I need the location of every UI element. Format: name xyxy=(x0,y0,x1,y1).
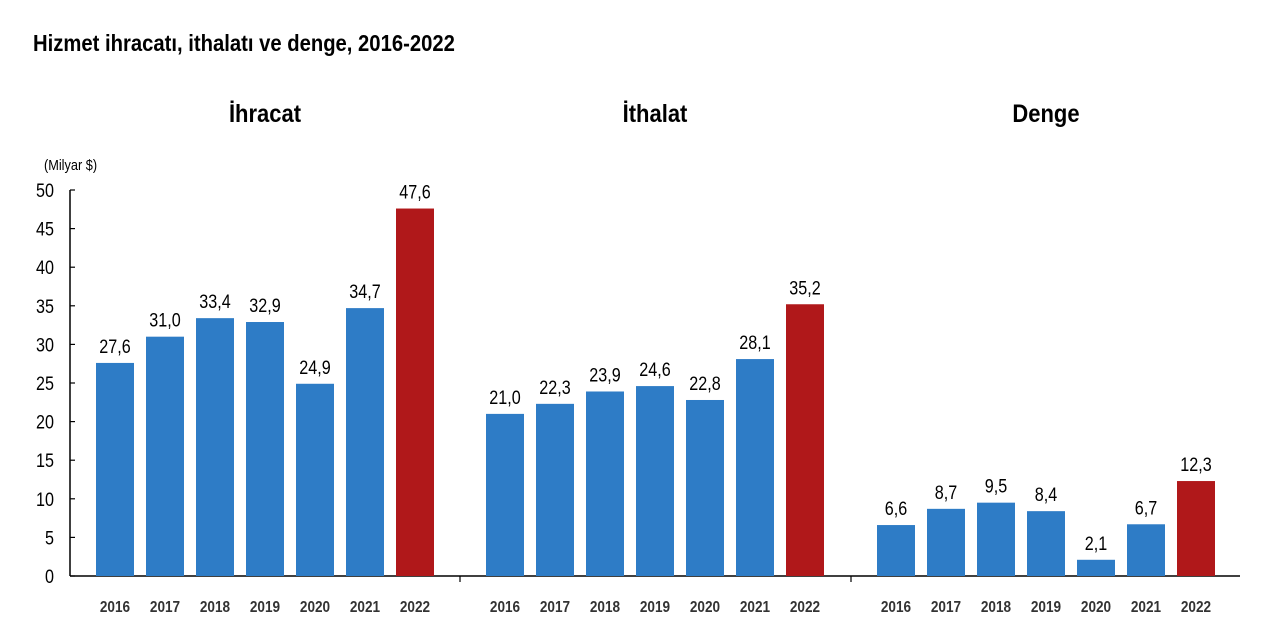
bar xyxy=(1177,481,1215,576)
data-label: 8,4 xyxy=(1035,484,1058,506)
data-label: 9,5 xyxy=(985,475,1008,497)
data-label: 2,1 xyxy=(1085,533,1107,555)
bar xyxy=(396,208,434,576)
y-tick-label: 0 xyxy=(45,566,54,588)
bar xyxy=(486,413,524,576)
y-tick-label: 30 xyxy=(36,334,54,356)
data-label: 6,7 xyxy=(1135,497,1157,519)
data-label: 23,9 xyxy=(589,364,620,386)
bar xyxy=(536,403,574,576)
bar xyxy=(96,362,134,576)
data-label: 8,7 xyxy=(935,482,957,504)
x-tick-label: 2019 xyxy=(640,599,670,616)
data-label: 12,3 xyxy=(1180,454,1212,476)
bar xyxy=(927,508,965,576)
x-tick-label: 2022 xyxy=(400,599,430,616)
y-tick-label: 45 xyxy=(36,218,54,240)
data-label: 28,1 xyxy=(739,332,770,354)
bar xyxy=(146,336,184,576)
data-label: 24,6 xyxy=(639,359,671,381)
y-tick-label: 5 xyxy=(45,527,54,549)
data-label: 24,9 xyxy=(299,357,330,379)
x-tick-label: 2016 xyxy=(490,599,520,616)
x-tick-label: 2017 xyxy=(931,599,961,616)
x-tick-label: 2017 xyxy=(150,599,180,616)
data-label: 47,6 xyxy=(399,181,431,203)
x-tick-label: 2016 xyxy=(100,599,130,616)
y-axis-label: (Milyar $) xyxy=(44,156,97,173)
bar xyxy=(296,383,334,576)
x-tick-label: 2016 xyxy=(881,599,911,616)
x-tick-label: 2018 xyxy=(590,599,620,616)
data-label: 6,6 xyxy=(885,498,908,520)
x-tick-label: 2020 xyxy=(690,599,720,616)
data-label: 27,6 xyxy=(99,336,131,358)
x-tick-label: 2019 xyxy=(1031,599,1061,616)
x-tick-label: 2019 xyxy=(250,599,280,616)
bar xyxy=(196,318,234,576)
x-tick-label: 2021 xyxy=(350,599,380,616)
x-tick-label: 2021 xyxy=(740,599,770,616)
data-label: 35,2 xyxy=(789,277,820,299)
bar xyxy=(636,386,674,576)
y-tick-label: 50 xyxy=(36,180,54,202)
x-tick-label: 2018 xyxy=(200,599,230,616)
data-label: 32,9 xyxy=(249,295,280,317)
data-label: 31,0 xyxy=(149,309,181,331)
bar xyxy=(246,322,284,576)
y-tick-label: 25 xyxy=(36,373,54,395)
data-label: 22,3 xyxy=(539,377,571,399)
y-tick-label: 35 xyxy=(36,296,54,318)
bar xyxy=(1077,559,1115,576)
x-tick-label: 2022 xyxy=(1181,599,1211,616)
y-tick-label: 10 xyxy=(36,489,54,511)
x-tick-label: 2020 xyxy=(300,599,330,616)
data-label: 22,8 xyxy=(689,373,721,395)
data-label: 33,4 xyxy=(199,291,231,313)
y-tick-label: 15 xyxy=(36,450,54,472)
bar xyxy=(977,502,1015,576)
bar xyxy=(586,391,624,576)
panel-title: İthalat xyxy=(623,100,688,128)
x-tick-label: 2018 xyxy=(981,599,1011,616)
y-tick-label: 40 xyxy=(36,257,54,279)
x-tick-label: 2020 xyxy=(1081,599,1111,616)
bar xyxy=(686,399,724,576)
bar xyxy=(1027,511,1065,576)
data-label: 34,7 xyxy=(349,281,380,303)
x-tick-label: 2017 xyxy=(540,599,570,616)
chart-title: Hizmet ihracatı, ithalatı ve denge, 2016… xyxy=(33,30,455,56)
bar xyxy=(786,304,824,576)
bar xyxy=(346,308,384,576)
y-tick-label: 20 xyxy=(36,411,54,433)
panel-title: Denge xyxy=(1012,100,1079,128)
data-label: 21,0 xyxy=(489,387,521,409)
bar xyxy=(736,359,774,576)
x-tick-label: 2022 xyxy=(790,599,820,616)
x-tick-label: 2021 xyxy=(1131,599,1161,616)
bar xyxy=(1127,524,1165,576)
panel-title: İhracat xyxy=(229,100,301,128)
bar xyxy=(877,525,915,576)
